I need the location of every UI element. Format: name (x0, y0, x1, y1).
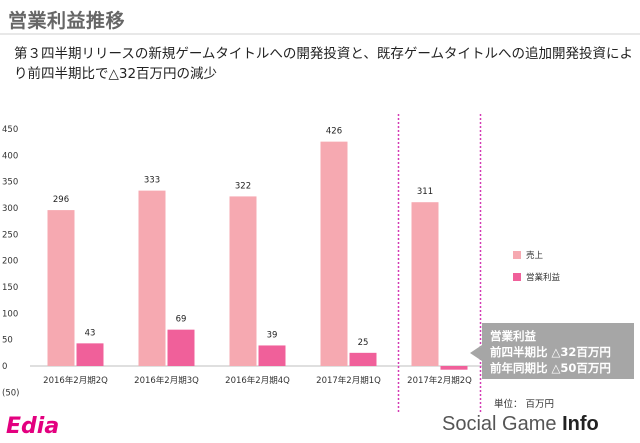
y-tick-label: 0 (2, 362, 7, 372)
callout-line-3: 前年同期比 △50百万円 (490, 361, 611, 375)
x-tick-label: 2017年2月期2Q (407, 375, 472, 386)
page-subtitle: 第３四半期リリースの新規ゲームタイトルへの開発投資と、既存ゲームタイトルへの追加… (14, 46, 633, 82)
bar-chart: 450 400 350 300 250 200 150 100 50 0 (50) 296 43 2016… (2, 112, 485, 412)
sales-value-label: 311 (417, 187, 433, 197)
sales-value-label: 426 (326, 127, 342, 137)
sales-value-label: 333 (144, 176, 160, 186)
legend-swatch-sales (513, 251, 521, 259)
operating-profit-value-label: 25 (358, 338, 369, 348)
brand-text-right: Info (562, 413, 599, 435)
highlight-box (397, 112, 482, 412)
y-tick-label: 450 (2, 125, 18, 135)
y-tick-label: 300 (2, 204, 18, 214)
sales-bar (47, 210, 75, 366)
y-tick-label: 200 (2, 257, 18, 267)
operating-profit-value-label: 39 (267, 330, 278, 340)
sales-value-label: 296 (53, 195, 69, 205)
chart-legend: 売上 営業利益 (513, 244, 560, 288)
page-title: 営業利益推移 (8, 10, 126, 32)
callout-line-2: 前四半期比 △32百万円 (490, 345, 611, 359)
operating-profit-bar (258, 345, 286, 366)
operating-profit-bar (76, 343, 104, 366)
y-tick-label: 400 (2, 151, 18, 161)
legend-item-sales: 売上 (513, 244, 560, 266)
operating-profit-value-label: 43 (85, 328, 96, 338)
x-tick-label: 2016年2月期4Q (225, 375, 290, 386)
y-tick-label: 350 (2, 178, 18, 188)
operating-profit-bar (167, 329, 195, 366)
y-tick-label: 250 (2, 230, 18, 240)
legend-label-operating-profit: 営業利益 (526, 273, 561, 283)
callout-arrow (470, 345, 482, 361)
y-tick-label: 100 (2, 309, 18, 319)
operating-profit-value-label: 69 (176, 315, 187, 325)
operating-profit-bar (440, 366, 468, 370)
operating-profit-bar (349, 352, 377, 366)
legend-item-operating-profit: 営業利益 (513, 266, 560, 288)
sales-bar (138, 190, 166, 366)
brand-text-left: Social Game (442, 413, 563, 435)
sales-bar (320, 141, 348, 366)
sales-bar (229, 196, 257, 366)
x-tick-label: 2017年2月期1Q (316, 375, 381, 386)
edia-logo: Edia (6, 414, 60, 439)
x-tick-label: 2016年2月期2Q (43, 375, 108, 386)
sales-value-label: 322 (235, 181, 251, 191)
legend-label-sales: 売上 (526, 251, 544, 261)
callout-line-1: 営業利益 (490, 329, 536, 343)
operating-profit-callout: 営業利益 前四半期比 △32百万円 前年同期比 △50百万円 (482, 323, 634, 379)
unit-label: 単位： 百万円 (494, 399, 555, 410)
brand-watermark: Social Game Info (442, 413, 599, 436)
title-divider (0, 33, 640, 35)
y-tick-label: 150 (2, 283, 18, 293)
sales-bar (411, 202, 439, 366)
y-tick-label: (50) (2, 388, 19, 398)
legend-swatch-operating-profit (513, 273, 521, 281)
y-tick-label: 50 (2, 336, 13, 346)
x-tick-label: 2016年2月期3Q (134, 375, 199, 386)
